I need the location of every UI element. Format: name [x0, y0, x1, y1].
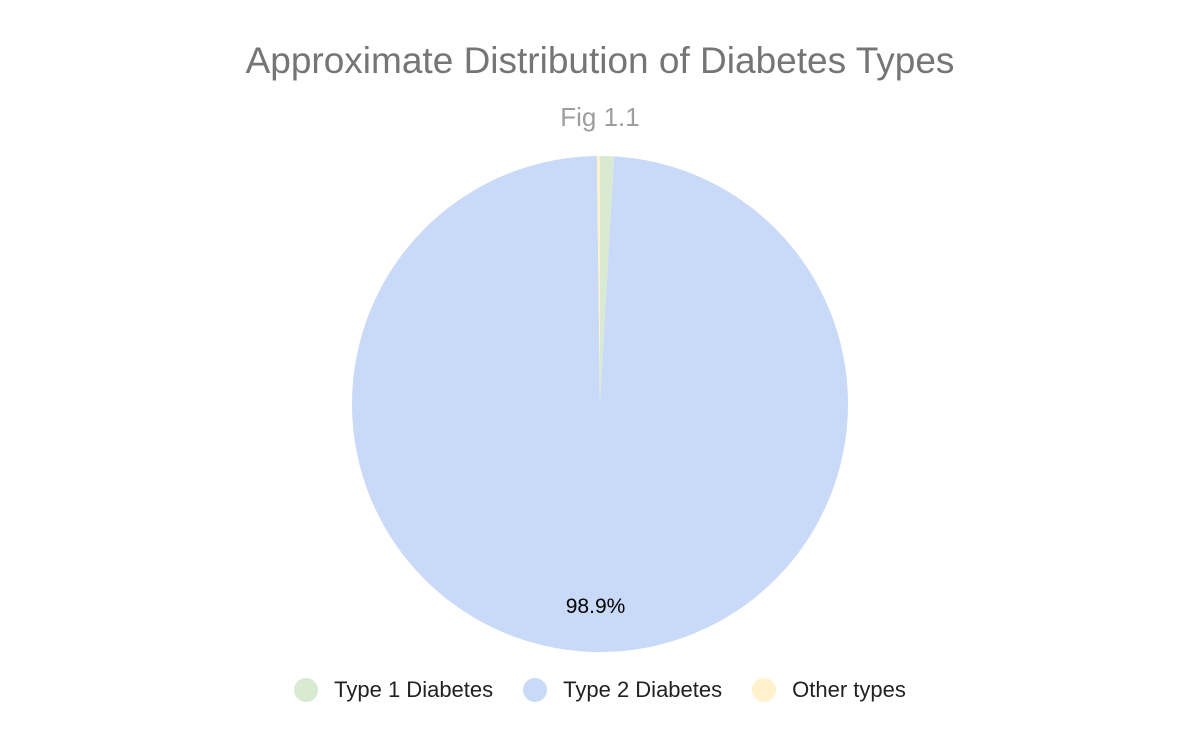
legend-item-other: Other types: [752, 672, 906, 708]
legend-item-type-2: Type 2 Diabetes: [523, 672, 722, 708]
legend-item-type-1: Type 1 Diabetes: [294, 672, 493, 708]
chart-title: Approximate Distribution of Diabetes Typ…: [245, 40, 955, 81]
legend-label-type-2: Type 2 Diabetes: [563, 677, 723, 702]
data-label-type-2: 98.9%: [566, 595, 626, 618]
legend-swatch-type-1: [294, 678, 319, 702]
slice-other: [596, 156, 600, 404]
legend-swatch-other: [752, 678, 777, 702]
legend-label-other: Other types: [792, 677, 906, 702]
legend-swatch-type-2: [523, 678, 548, 702]
slice-type-1: [600, 156, 615, 404]
chart-subtitle: Fig 1.1: [560, 102, 640, 132]
legend: Type 1 Diabetes Type 2 Diabetes Other ty…: [0, 672, 1200, 708]
slice-type-2: [351, 156, 848, 652]
legend-label-type-1: Type 1 Diabetes: [334, 677, 494, 702]
